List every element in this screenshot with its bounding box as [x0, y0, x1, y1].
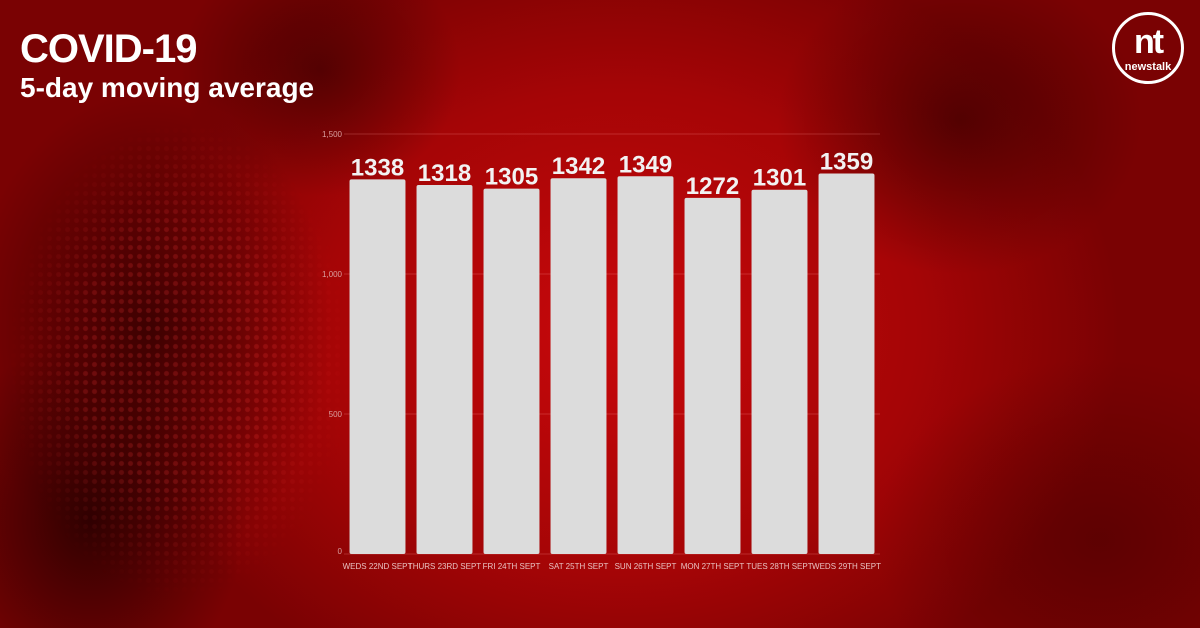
chart-title: COVID-19: [20, 27, 197, 71]
bar-value-label: 1305: [485, 164, 538, 191]
x-tick-label: WEDS 22ND SEPT: [343, 562, 413, 571]
bar-value-label: 1359: [820, 148, 873, 175]
y-tick-label: 1,500: [322, 130, 343, 139]
bar-value-label: 1301: [753, 165, 806, 192]
bars: [349, 173, 875, 555]
bar-value-label: 1318: [418, 160, 471, 187]
logo-wordmark: newstalk: [1124, 61, 1172, 73]
x-tick-label: TUES 28TH SEPT: [746, 562, 812, 571]
y-tick-label: 0: [338, 547, 343, 556]
y-tick-label: 1,000: [322, 270, 343, 279]
y-axis-ticks: 0 500 1,000 1,500: [322, 130, 343, 556]
y-tick-label: 500: [329, 410, 343, 419]
bar: [818, 173, 875, 555]
data-labels: 1338 1318 1305 1342 1349 1272 1301 1359: [351, 148, 873, 199]
bar: [550, 178, 607, 555]
x-tick-label: FRI 24TH SEPT: [483, 562, 541, 571]
bar: [349, 179, 406, 555]
bar-value-label: 1342: [552, 153, 605, 180]
bar-value-label: 1272: [686, 173, 739, 200]
x-tick-label: THURS 23RD SEPT: [408, 562, 481, 571]
x-tick-label: SUN 26TH SEPT: [615, 562, 677, 571]
chart-subtitle: 5-day moving average: [20, 72, 315, 103]
bar-value-label: 1349: [619, 151, 672, 178]
x-tick-label: WEDS 29TH SEPT: [812, 562, 881, 571]
logo-mark: nt: [1133, 23, 1164, 61]
x-tick-label: MON 27TH SEPT: [681, 562, 745, 571]
bar-value-label: 1338: [351, 154, 404, 181]
bar: [416, 184, 473, 554]
x-tick-label: SAT 25TH SEPT: [549, 562, 609, 571]
bar: [617, 176, 674, 554]
bar: [483, 188, 540, 554]
bar: [751, 189, 808, 554]
newstalk-logo: nt newstalk: [1112, 12, 1184, 84]
bar: [684, 197, 741, 554]
